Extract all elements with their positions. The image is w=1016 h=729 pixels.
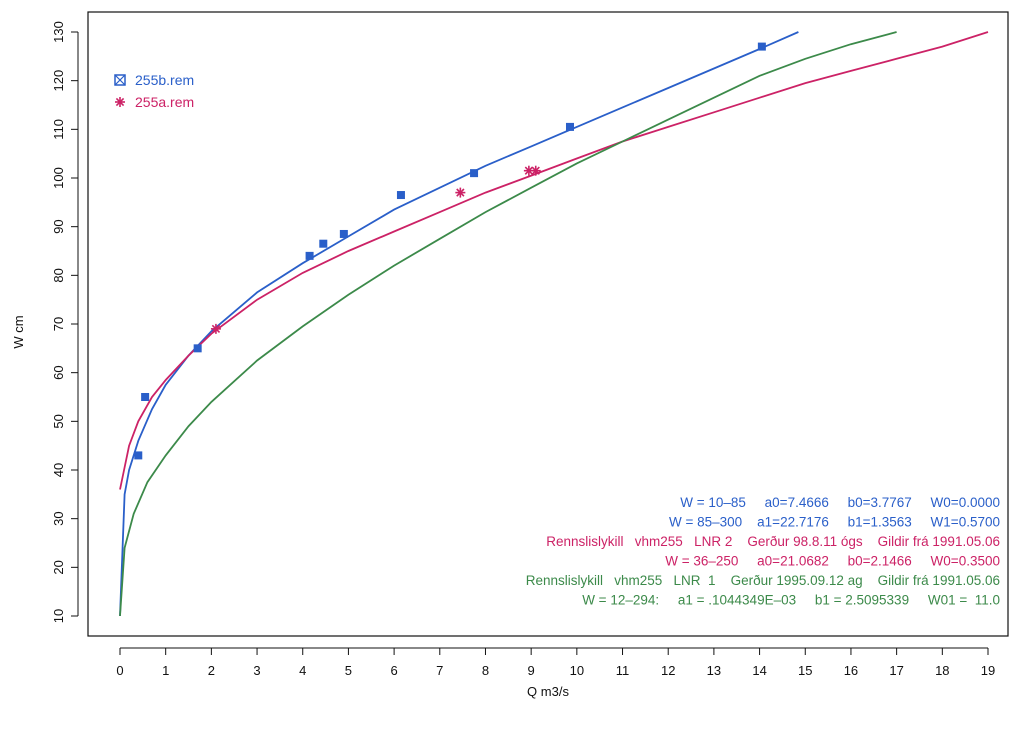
y-tick-label: 20	[51, 560, 66, 574]
y-axis-title: W cm	[11, 315, 26, 348]
data-point-square	[319, 239, 328, 248]
y-tick-label: 110	[51, 119, 66, 140]
y-tick-label: 30	[51, 511, 66, 525]
x-tick-label: 4	[299, 663, 306, 678]
data-point-square	[193, 344, 202, 353]
y-tick-label: 50	[51, 414, 66, 428]
x-tick-label: 0	[116, 663, 123, 678]
x-tick-label: 18	[935, 663, 949, 678]
annotation-line: W = 10–85 a0=7.4666 b0=3.7767 W0=0.0000	[680, 495, 1000, 510]
x-tick-label: 6	[390, 663, 397, 678]
x-tick-label: 8	[482, 663, 489, 678]
x-axis: 0 1 2 3 4 5 6 7 8 9 10 11 12 13 14 15 16 17 18 19	[116, 647, 995, 678]
annotation-block: W = 10–85 a0=7.4666 b0=3.7767 W0=0.0000 W…	[526, 495, 1000, 608]
x-tick-label: 15	[798, 663, 812, 678]
data-point-square	[339, 229, 348, 238]
data-point-asterisk	[210, 323, 221, 334]
annotation-line: W = 36–250 a0=21.0682 b0=2.1466 W0=0.350…	[665, 554, 1000, 569]
y-tick-label: 60	[51, 365, 66, 379]
x-tick-label: 5	[345, 663, 352, 678]
x-tick-label: 14	[752, 663, 766, 678]
curve-group	[119, 31, 989, 617]
data-point-square	[470, 169, 479, 178]
data-point-square	[305, 251, 314, 260]
annotation-line: W = 85–300 a1=22.7176 b1=1.3563 W1=0.570…	[669, 515, 1000, 530]
point-group	[134, 42, 766, 460]
fitted-curve-line	[119, 31, 799, 617]
fitted-curve-line	[119, 31, 897, 617]
data-point-square	[565, 122, 574, 131]
x-tick-label: 11	[616, 663, 630, 678]
x-tick-label: 3	[253, 663, 260, 678]
annotation-line: Rennslislykill vhm255 LNR 1 Gerður 1995.…	[526, 573, 1000, 588]
x-tick-label: 7	[436, 663, 443, 678]
y-tick-label: 70	[51, 317, 66, 331]
x-tick-label: 12	[661, 663, 675, 678]
data-point-asterisk	[530, 165, 541, 176]
annotation-line: Rennslislykill vhm255 LNR 2 Gerður 98.8.…	[546, 534, 1000, 549]
y-tick-label: 90	[51, 219, 66, 233]
y-tick-label: 130	[51, 21, 66, 43]
y-tick-label: 100	[51, 167, 66, 189]
y-tick-label: 10	[51, 609, 66, 623]
x-tick-label: 19	[981, 663, 995, 678]
y-tick-label: 40	[51, 463, 66, 477]
x-tick-label: 13	[707, 663, 721, 678]
data-point-asterisk	[523, 165, 534, 176]
x-tick-label: 9	[528, 663, 535, 678]
legend-asterisk-icon	[115, 97, 125, 107]
y-tick-label: 120	[51, 70, 66, 92]
legend: 255b.rem 255a.rem	[114, 72, 194, 110]
legend-label: 255a.rem	[135, 94, 194, 110]
x-axis-title: Q m3/s	[527, 684, 569, 699]
legend-square-icon	[114, 74, 126, 86]
data-point-square	[757, 42, 766, 51]
x-tick-label: 1	[162, 663, 169, 678]
y-axis: 10 20 30 40 50 60 70 80 90 100 110 120 130	[51, 21, 79, 623]
data-point-asterisk	[455, 187, 466, 198]
x-tick-label: 17	[889, 663, 903, 678]
legend-label: 255b.rem	[135, 72, 194, 88]
x-tick-label: 10	[570, 663, 584, 678]
x-tick-label: 16	[844, 663, 858, 678]
x-tick-label: 2	[208, 663, 215, 678]
data-point-square	[396, 191, 405, 200]
data-point-square	[141, 393, 150, 401]
fitted-curve-line	[119, 31, 989, 490]
plot-frame	[87, 11, 1009, 637]
data-point-square	[134, 451, 143, 460]
y-tick-label: 80	[51, 268, 66, 282]
annotation-line: W = 12–294: a1 = .1044349E–03 b1 = 2.509…	[582, 593, 1000, 608]
